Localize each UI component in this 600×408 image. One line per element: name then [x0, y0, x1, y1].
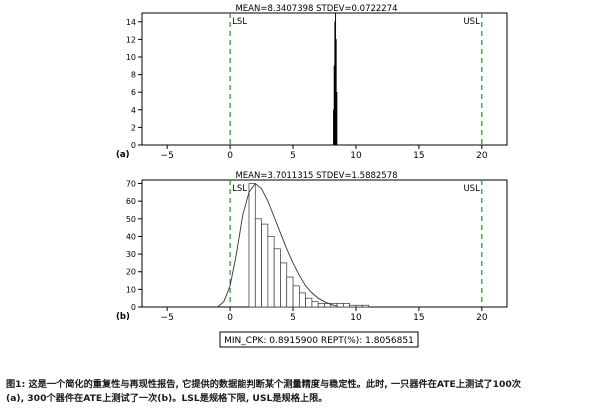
- x-tick-label: −5: [161, 151, 174, 161]
- y-tick-label: 20: [126, 268, 136, 277]
- usl-label: USL: [463, 17, 480, 27]
- caption-line-2: (a), 300个器件在ATE上测试了一次(b)。LSL是规格下限, USL是规…: [6, 393, 328, 404]
- figure-caption: 图1: 这是一个简化的重复性与再现性报告, 它提供的数据能判断某个测量精度与稳定…: [6, 378, 596, 406]
- histogram-bar: [254, 218, 262, 308]
- histogram-bar: [273, 248, 281, 308]
- y-tick-label: 2: [131, 123, 136, 132]
- y-tick-label: 12: [126, 35, 136, 44]
- distribution-curve: [217, 182, 338, 308]
- histogram-bar: [336, 303, 344, 308]
- y-tick-label: 70: [126, 180, 136, 189]
- x-tick-label: 15: [413, 313, 424, 323]
- stats-label: MEAN=3.7011315 STDEV=1.5882578: [235, 171, 397, 181]
- histogram-panel-a: MEAN=8.3407398 STDEV=0.0722274 (a) −5 0 5 10 1…: [116, 4, 508, 161]
- stats-label: MEAN=8.3407398 STDEV=0.0722274: [235, 4, 397, 14]
- y-tick-label: 6: [131, 88, 136, 97]
- y-tick-label: 10: [126, 285, 136, 294]
- usl-label: USL: [463, 184, 480, 194]
- caption-line-1: 图1: 这是一个简化的重复性与再现性报告, 它提供的数据能判断某个测量精度与稳定…: [6, 379, 521, 390]
- x-tick-label: 5: [290, 313, 296, 323]
- histogram-panel-b: MEAN=3.7011315 STDEV=1.5882578 (b) −5 0 5 10 1…: [116, 171, 508, 323]
- plot-frame: [141, 179, 508, 308]
- summary-box-text: MIN_CPK: 0.8915900 REPT(%): 1.8056851: [224, 336, 414, 346]
- histogram-bar: [311, 301, 319, 308]
- histogram-bar: [343, 303, 351, 308]
- panel-label: (b): [116, 312, 130, 322]
- lsl-label: LSL: [232, 184, 247, 194]
- x-tick-label: 20: [476, 313, 488, 323]
- lsl-label: LSL: [232, 17, 247, 27]
- histogram-bar: [355, 304, 363, 308]
- y-tick-label: 50: [126, 215, 136, 224]
- summary-box: MIN_CPK: 0.8915900 REPT(%): 1.8056851: [219, 331, 419, 348]
- x-tick-label: 0: [227, 151, 233, 161]
- histogram-bar: [317, 303, 325, 308]
- histogram-bar: [336, 91, 338, 146]
- histogram-bar: [361, 304, 369, 308]
- y-tick-label: 10: [126, 53, 136, 62]
- histogram-bar: [267, 236, 275, 308]
- x-tick-label: 15: [413, 151, 424, 161]
- x-tick-label: 10: [350, 313, 362, 323]
- y-tick-label: 4: [131, 106, 136, 115]
- y-tick-label: 0: [131, 141, 136, 150]
- x-tick-label: 10: [350, 151, 362, 161]
- histogram-bar: [280, 262, 288, 308]
- histogram-bar: [305, 297, 313, 308]
- histogram-bar: [248, 183, 256, 308]
- histogram-bar: [349, 304, 357, 308]
- y-tick-label: 0: [131, 303, 136, 312]
- histogram-bar: [298, 292, 306, 308]
- y-tick-label: 14: [126, 18, 136, 27]
- histogram-bar: [261, 223, 269, 308]
- plot-frame: [141, 12, 508, 146]
- x-tick-label: 5: [290, 151, 296, 161]
- histogram-bar: [292, 285, 300, 308]
- panel-label: (a): [116, 150, 130, 160]
- x-tick-label: 20: [476, 151, 488, 161]
- y-tick-label: 40: [126, 232, 136, 241]
- histogram-bar: [286, 276, 294, 308]
- y-tick-label: 60: [126, 197, 136, 206]
- x-tick-label: 0: [227, 313, 233, 323]
- y-tick-label: 8: [131, 71, 136, 80]
- y-tick-label: 30: [126, 250, 136, 259]
- x-tick-label: −5: [161, 313, 174, 323]
